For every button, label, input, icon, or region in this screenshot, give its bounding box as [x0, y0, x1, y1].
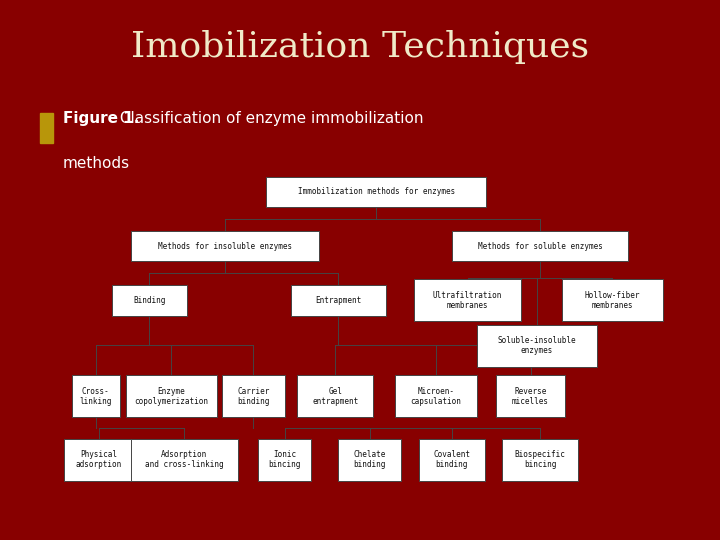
- Text: Gel
entrapment: Gel entrapment: [312, 387, 359, 406]
- FancyBboxPatch shape: [72, 375, 120, 417]
- FancyBboxPatch shape: [419, 438, 485, 481]
- Text: Adsorption
and cross-linking: Adsorption and cross-linking: [145, 450, 223, 469]
- Text: Covalent
binding: Covalent binding: [433, 450, 470, 469]
- Text: Ultrafiltration
membranes: Ultrafiltration membranes: [433, 291, 503, 310]
- FancyBboxPatch shape: [40, 113, 53, 143]
- FancyBboxPatch shape: [222, 375, 285, 417]
- FancyBboxPatch shape: [130, 438, 238, 481]
- Text: methods: methods: [63, 156, 130, 171]
- Text: Imobilization Techniques: Imobilization Techniques: [131, 30, 589, 64]
- Text: Reverse
micelles: Reverse micelles: [512, 387, 549, 406]
- Text: Microen-
capsulation: Microen- capsulation: [410, 387, 462, 406]
- FancyBboxPatch shape: [297, 375, 373, 417]
- Text: Chelate
binding: Chelate binding: [354, 450, 386, 469]
- Text: Ionic
bincing: Ionic bincing: [269, 450, 301, 469]
- FancyBboxPatch shape: [477, 325, 597, 367]
- Text: Carrier
binding: Carrier binding: [237, 387, 269, 406]
- FancyBboxPatch shape: [258, 438, 311, 481]
- Text: Binding: Binding: [133, 296, 166, 305]
- Text: Methods for insoluble enzymes: Methods for insoluble enzymes: [158, 241, 292, 251]
- FancyBboxPatch shape: [64, 438, 134, 481]
- Text: Methods for soluble enzymes: Methods for soluble enzymes: [477, 241, 603, 251]
- Text: Figure 1.: Figure 1.: [63, 111, 139, 126]
- FancyBboxPatch shape: [338, 438, 402, 481]
- Text: Physical
adsorption: Physical adsorption: [76, 450, 122, 469]
- FancyBboxPatch shape: [130, 231, 320, 261]
- Text: Biospecific
bincing: Biospecific bincing: [515, 450, 565, 469]
- FancyBboxPatch shape: [291, 285, 386, 315]
- FancyBboxPatch shape: [112, 285, 187, 315]
- FancyBboxPatch shape: [451, 231, 628, 261]
- Text: Classification of enzyme immobilization: Classification of enzyme immobilization: [115, 111, 423, 126]
- FancyBboxPatch shape: [562, 279, 663, 321]
- FancyBboxPatch shape: [502, 438, 577, 481]
- Text: Cross-
linking: Cross- linking: [80, 387, 112, 406]
- FancyBboxPatch shape: [414, 279, 521, 321]
- Text: Soluble-insoluble
enzymes: Soluble-insoluble enzymes: [498, 336, 576, 355]
- Text: Hollow-fiber
membranes: Hollow-fiber membranes: [585, 291, 640, 310]
- FancyBboxPatch shape: [126, 375, 217, 417]
- Text: Entrapment: Entrapment: [315, 296, 361, 305]
- FancyBboxPatch shape: [496, 375, 565, 417]
- Text: Enzyme
copolymerization: Enzyme copolymerization: [135, 387, 209, 406]
- Text: Immobilization methods for enzymes: Immobilization methods for enzymes: [297, 187, 455, 197]
- FancyBboxPatch shape: [395, 375, 477, 417]
- FancyBboxPatch shape: [266, 177, 487, 207]
